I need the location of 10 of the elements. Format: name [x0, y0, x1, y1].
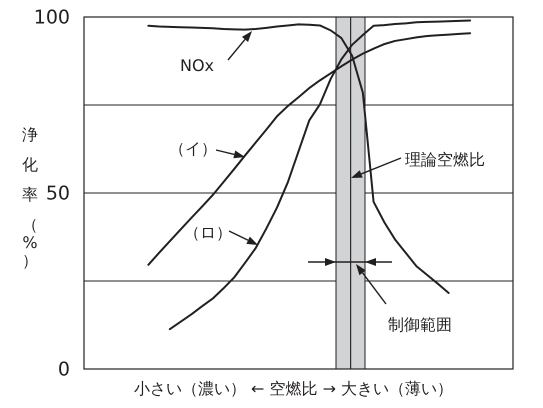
- legend-label: （ロ）: [184, 223, 232, 242]
- y-tick-label: 50: [46, 182, 70, 205]
- y-tick-label: 0: [58, 358, 70, 381]
- series-label: NOx: [180, 56, 214, 75]
- annotation: 理論空燃比: [405, 150, 485, 169]
- annotation: 制御範囲: [388, 315, 452, 334]
- legend-label: （イ）: [169, 139, 217, 158]
- x-axis-title: 小さい（濃い） ← 空燃比 → 大きい（薄い）: [134, 379, 454, 398]
- y-tick-label: 100: [34, 6, 70, 29]
- y-axis-title: 浄化率（%）: [22, 125, 38, 270]
